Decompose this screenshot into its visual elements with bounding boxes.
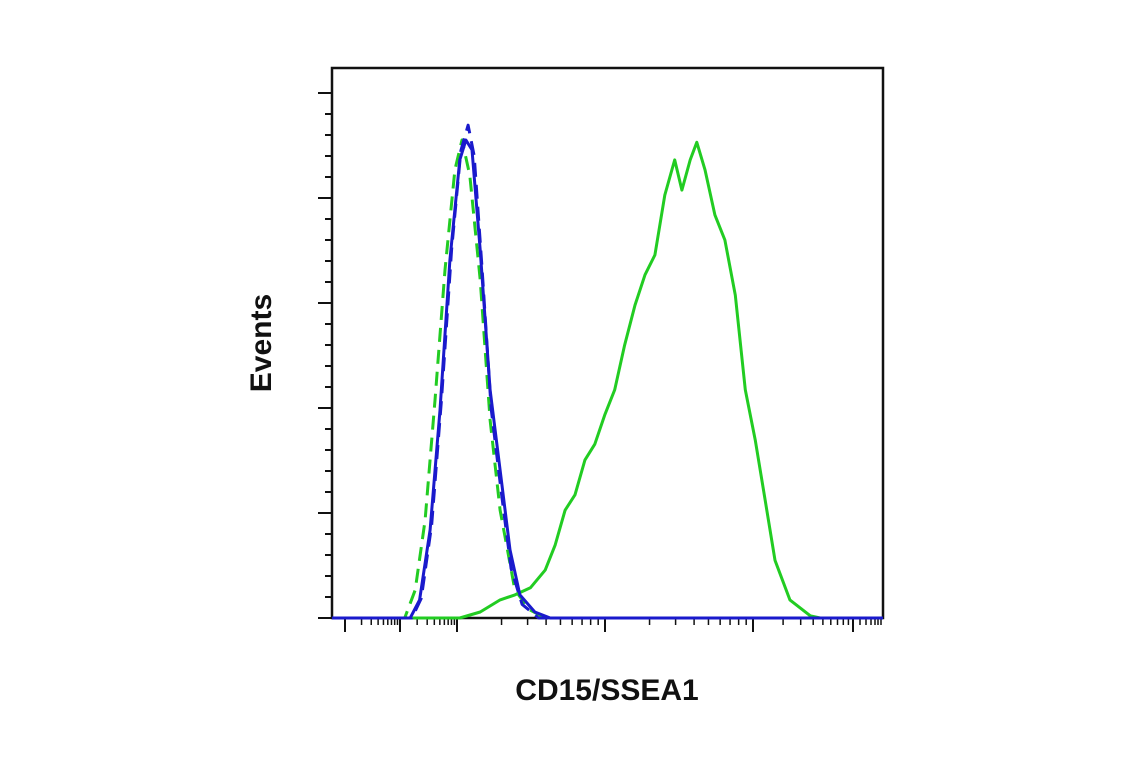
x-axis-label: CD15/SSEA1 xyxy=(515,674,698,707)
histogram-line xyxy=(332,123,883,620)
tick-group xyxy=(318,92,882,632)
plot-frame xyxy=(330,66,885,620)
histogram-line xyxy=(332,138,883,620)
histogram-line xyxy=(332,138,883,620)
y-axis-label: Events xyxy=(245,294,278,392)
line-group xyxy=(332,123,883,620)
histogram-line xyxy=(332,140,883,620)
